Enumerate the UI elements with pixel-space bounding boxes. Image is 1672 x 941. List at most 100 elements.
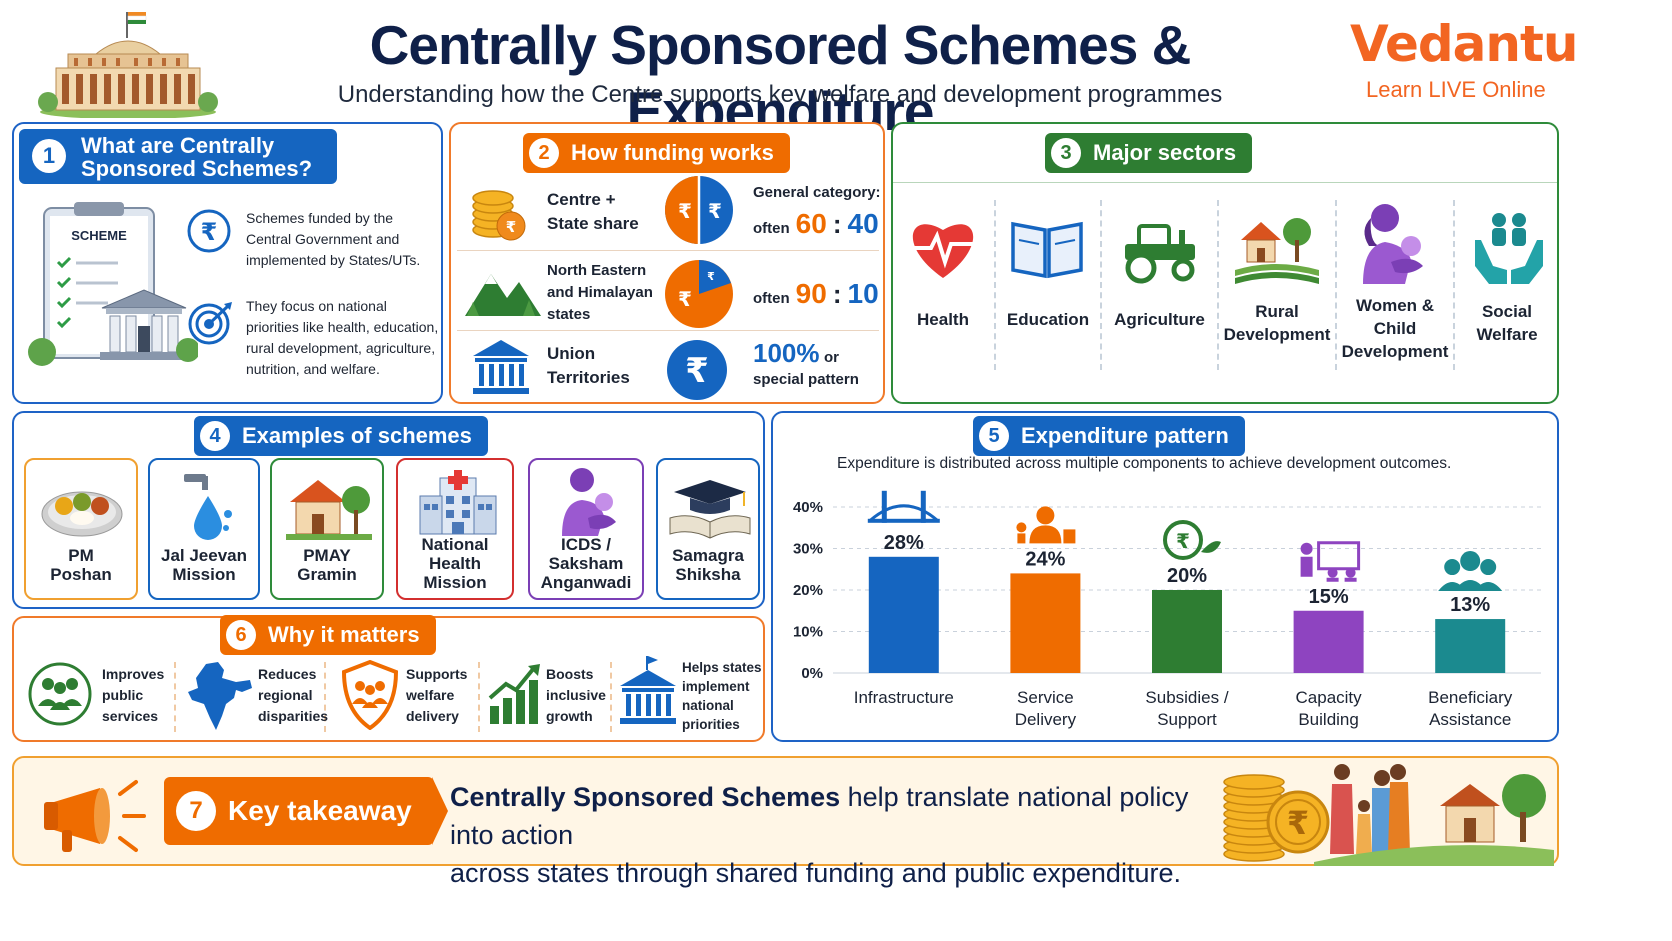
section-4-header: 4 Examples of schemes: [194, 416, 488, 456]
svg-text:₹: ₹: [678, 287, 692, 311]
svg-text:₹: ₹: [678, 199, 692, 223]
people-group-icon: [1438, 551, 1503, 592]
y-tick-label: 40%: [793, 499, 823, 516]
rupee-circle-icon: ₹: [667, 340, 727, 400]
why-item-2-text: Reduces regional disparities: [258, 666, 329, 724]
section-1-header: 1 What are Centrally Sponsored Schemes?: [19, 129, 337, 184]
section-7-title: Key takeaway: [228, 795, 412, 826]
bar-infrastructure: [868, 556, 939, 673]
svg-text:₹: ₹: [1287, 804, 1309, 842]
section-number: 2: [529, 138, 559, 168]
row-1-label: Centre + State share: [547, 190, 639, 233]
ut-funding: 100% or special pattern: [753, 338, 859, 388]
x-category-label: Subsidies /: [1145, 688, 1228, 707]
takeaway-bold: Centrally Sponsored Schemes: [450, 782, 841, 812]
growth-chart-icon: [488, 664, 540, 724]
brand-tagline: Learn LIVE Online: [1366, 77, 1546, 102]
section-number: 1: [32, 139, 66, 173]
section-key-takeaway: 7 Key takeaway Centrally Sponsored Schem…: [12, 756, 1559, 888]
scheme-card-pm-poshan[interactable]: PM Poshan: [24, 458, 138, 600]
sector-rural-development-label: Rural Development: [1223, 302, 1331, 344]
row-2-label: North Eastern and Himalayan states: [547, 262, 653, 323]
bar-subsidies-support: [1152, 590, 1222, 673]
section-number: 5: [979, 421, 1009, 451]
rupee-icon: ₹: [187, 209, 231, 253]
takeaway-text: Centrally Sponsored Schemes help transla…: [450, 782, 1189, 888]
service-worker-icon: [1016, 506, 1076, 544]
section-what-are-css: 1 What are Centrally Sponsored Schemes? …: [12, 122, 443, 404]
x-category-label: Beneficiary: [1428, 688, 1513, 707]
bar-value-label: 28%: [884, 532, 924, 554]
x-category-label: Delivery: [1015, 710, 1077, 729]
section-number: 7: [176, 791, 216, 831]
section-1-title-line1: What are Centrally: [81, 133, 275, 158]
section-1-title-line2: Sponsored Schemes?: [81, 156, 313, 181]
sector-women-child-label: Women & Child Development: [1341, 296, 1449, 361]
y-tick-label: 0%: [801, 665, 823, 682]
training-board-icon: [1300, 541, 1361, 582]
pie-centre-state-60-40-icon: ₹ ₹: [665, 176, 733, 244]
bar-capacity-building: [1293, 610, 1364, 673]
svg-text:₹: ₹: [201, 218, 218, 246]
target-icon: [188, 302, 232, 345]
section-3-title: Major sectors: [1093, 140, 1237, 165]
community-icon: [28, 662, 92, 726]
coin-stack-icon: ₹: [472, 190, 526, 241]
section-expenditure-pattern: 5 Expenditure pattern Expenditure is dis…: [771, 411, 1559, 742]
bar-value-label: 13%: [1450, 594, 1490, 616]
x-category-label: Assistance: [1429, 710, 1511, 729]
section-number: 6: [226, 620, 256, 650]
section-2-header: 2 How funding works: [523, 133, 790, 173]
brand-logo[interactable]: Vedantu: [1350, 15, 1579, 73]
ratio-90-10: often 90 : 10: [753, 278, 879, 309]
point-1-text: Schemes funded by the Central Government …: [246, 210, 421, 268]
row-3-label: Union Territories: [547, 344, 630, 387]
rupee-plant-icon: ₹: [1163, 520, 1221, 560]
why-item-5-text: Helps states implement national priorities: [682, 660, 762, 732]
government-building-icon: [473, 340, 529, 394]
page-subtitle: Understanding how the Centre supports ke…: [337, 81, 1223, 108]
graduation-cap-icon: [669, 480, 751, 539]
section-3-header: 3 Major sectors: [1045, 133, 1253, 173]
general-category-label: General category:: [753, 184, 881, 201]
coins-family-illustration: ₹: [1223, 764, 1554, 866]
scheme-card-icds-anganwadi[interactable]: ICDS / Saksham Anganwadi: [528, 458, 644, 600]
house-icon: [286, 480, 372, 540]
section-examples-of-schemes: 4 Examples of schemes PM Poshan Jal Jeeva…: [12, 411, 765, 609]
mother-child-icon: [562, 468, 616, 536]
section-5-description: Expenditure is distributed across multip…: [837, 455, 1452, 472]
hands-people-icon: [1475, 213, 1543, 284]
x-category-label: Capacity: [1296, 688, 1363, 707]
why-item-3-text: Supports welfare delivery: [406, 666, 468, 724]
clipboard-label: SCHEME: [71, 228, 127, 243]
sector-agriculture-label: Agriculture: [1114, 310, 1205, 329]
y-tick-label: 20%: [793, 582, 823, 599]
x-category-label: Infrastructure: [854, 688, 954, 707]
mother-child-icon: [1363, 204, 1423, 284]
y-tick-label: 10%: [793, 624, 823, 641]
svg-text:₹: ₹: [1176, 529, 1190, 553]
bar-value-label: 24%: [1025, 548, 1065, 570]
sector-social-welfare-label: Social Welfare: [1476, 302, 1538, 344]
hospital-icon: [419, 470, 497, 535]
tractor-icon: [1125, 224, 1195, 284]
bar-service-delivery: [1010, 573, 1081, 673]
why-item-1-text: Improves public services: [102, 666, 165, 724]
megaphone-icon: [44, 780, 146, 852]
bridge-icon: [867, 490, 940, 523]
scheme-card-national-health-mission[interactable]: National Health Mission: [396, 458, 514, 600]
scheme-card-pmay-gramin[interactable]: PMAY Gramin: [270, 458, 384, 600]
section-how-funding-works: 2 How funding works ₹ Centre + State shar…: [449, 122, 885, 404]
shield-people-icon: [341, 660, 399, 730]
bar-value-label: 20%: [1167, 565, 1207, 587]
section-number: 3: [1051, 138, 1081, 168]
section-4-title: Examples of schemes: [242, 423, 472, 448]
svg-text:₹: ₹: [506, 218, 516, 236]
section-2-title: How funding works: [571, 140, 774, 165]
pie-90-10-icon: ₹ ₹: [665, 260, 733, 328]
scheme-card-jal-jeevan[interactable]: Jal Jeevan Mission: [148, 458, 260, 600]
x-category-label: Service: [1017, 688, 1074, 707]
svg-text:₹: ₹: [707, 270, 715, 283]
scheme-card-samagra-shiksha[interactable]: Samagra Shiksha: [656, 458, 760, 600]
section-major-sectors: 3 Major sectors Health Education Agricul…: [891, 122, 1559, 404]
